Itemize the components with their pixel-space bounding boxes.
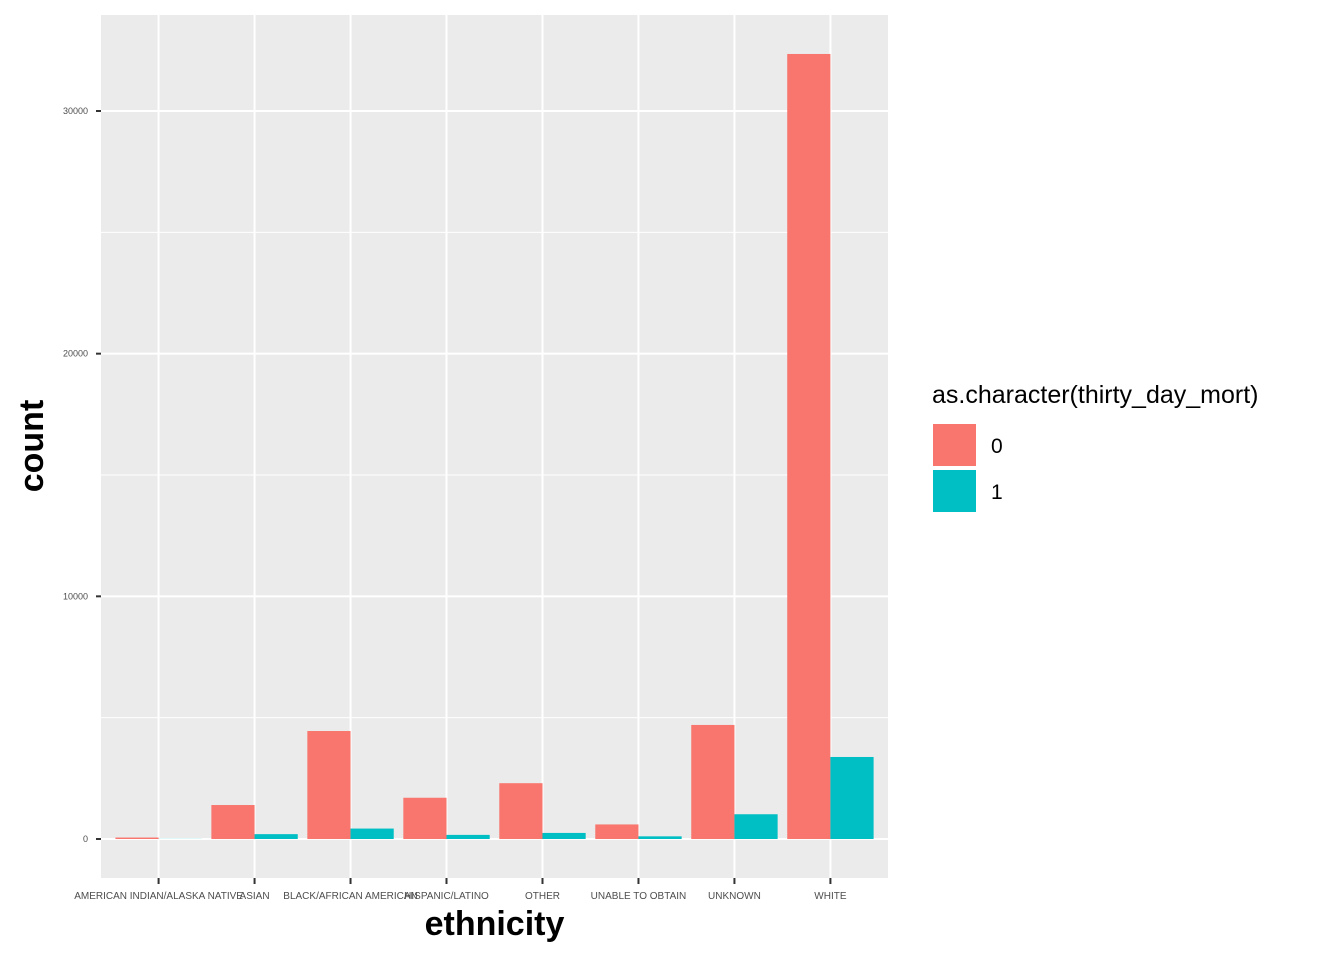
y-tick-label: 30000 (63, 106, 88, 116)
x-tick-label: WHITE (814, 891, 847, 902)
bar-series-1 (734, 814, 778, 839)
bar-series-0 (787, 53, 831, 840)
bar-series-1 (638, 836, 682, 839)
legend-label-0: 0 (991, 435, 1003, 458)
bar-series-1 (830, 756, 874, 839)
x-tick-label: UNKNOWN (708, 891, 761, 902)
y-tick-label: 0 (83, 834, 88, 844)
bar-series-1 (542, 832, 586, 839)
bar-series-0 (115, 837, 159, 839)
legend: as.character(thirty_day_mort) 0 1 (932, 381, 1259, 512)
bar-series-0 (499, 783, 543, 839)
bar-series-0 (595, 824, 639, 839)
bar-series-0 (307, 731, 351, 839)
x-tick-label: AMERICAN INDIAN/ALASKA NATIVE (74, 891, 243, 902)
y-axis: 0 10000 20000 30000 (63, 106, 101, 844)
x-axis-title: ethnicity (425, 905, 565, 943)
y-tick-label: 10000 (63, 591, 88, 601)
x-tick-label: HISPANIC/LATINO (404, 891, 489, 902)
bar-series-1 (350, 828, 394, 839)
x-tick-label: BLACK/AFRICAN AMERICAN (283, 891, 417, 902)
legend-label-1: 1 (991, 481, 1003, 504)
y-axis-title: count (13, 400, 51, 493)
plot-panel (101, 15, 888, 878)
y-tick-label: 20000 (63, 349, 88, 359)
legend-title: as.character(thirty_day_mort) (932, 381, 1259, 409)
bar-series-1 (254, 834, 298, 839)
x-tick-label: UNABLE TO OBTAIN (591, 891, 687, 902)
bars (115, 53, 874, 840)
bar-series-0 (403, 797, 447, 839)
legend-key-1 (933, 470, 976, 512)
bar-series-1 (446, 834, 490, 839)
x-tick-label: OTHER (525, 891, 560, 902)
bar-series-0 (211, 805, 255, 839)
legend-key-0 (933, 424, 976, 466)
grid-minor (101, 231, 888, 719)
x-tick-label: ASIAN (240, 891, 270, 902)
bar-series-0 (691, 724, 735, 839)
